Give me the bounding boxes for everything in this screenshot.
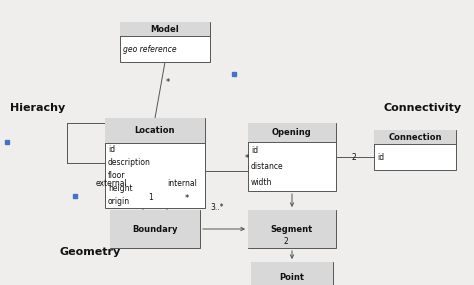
Text: Point: Point bbox=[280, 272, 304, 282]
Text: Connectivity: Connectivity bbox=[384, 103, 462, 113]
Text: id: id bbox=[108, 145, 115, 154]
Text: *: * bbox=[245, 154, 249, 162]
Text: id: id bbox=[377, 152, 384, 162]
Text: origin: origin bbox=[108, 197, 130, 206]
Text: 3..*: 3..* bbox=[210, 203, 224, 211]
Text: floor: floor bbox=[108, 171, 126, 180]
Bar bbox=[120, 22, 210, 62]
Bar bbox=[248, 210, 336, 248]
Bar bbox=[248, 210, 336, 248]
Text: Connection: Connection bbox=[388, 133, 442, 141]
Bar bbox=[248, 123, 336, 142]
Text: width: width bbox=[251, 178, 273, 187]
Bar bbox=[248, 123, 336, 191]
Text: Geometry: Geometry bbox=[60, 247, 121, 257]
Text: Boundary: Boundary bbox=[132, 225, 178, 233]
Bar bbox=[105, 118, 205, 208]
Text: id: id bbox=[251, 146, 258, 155]
Bar bbox=[105, 118, 205, 143]
Bar bbox=[251, 262, 333, 285]
Bar bbox=[110, 210, 200, 248]
Text: internal: internal bbox=[167, 178, 197, 188]
Text: description: description bbox=[108, 158, 151, 167]
Text: distance: distance bbox=[251, 162, 283, 171]
Bar bbox=[374, 130, 456, 170]
Text: 2: 2 bbox=[284, 237, 289, 247]
Text: *: * bbox=[185, 194, 189, 203]
Bar bbox=[110, 210, 200, 248]
Text: 2: 2 bbox=[352, 154, 357, 162]
Text: external: external bbox=[96, 178, 128, 188]
Text: Model: Model bbox=[151, 25, 179, 34]
Text: geo reference: geo reference bbox=[123, 44, 177, 54]
Text: Location: Location bbox=[135, 126, 175, 135]
Bar bbox=[374, 130, 456, 144]
Text: Opening: Opening bbox=[272, 128, 312, 137]
Bar bbox=[251, 262, 333, 285]
Text: Hierachy: Hierachy bbox=[10, 103, 65, 113]
Text: height: height bbox=[108, 184, 133, 193]
Text: 1: 1 bbox=[148, 194, 153, 203]
Text: Segment: Segment bbox=[271, 225, 313, 233]
Bar bbox=[120, 22, 210, 36]
Text: *: * bbox=[166, 78, 170, 87]
